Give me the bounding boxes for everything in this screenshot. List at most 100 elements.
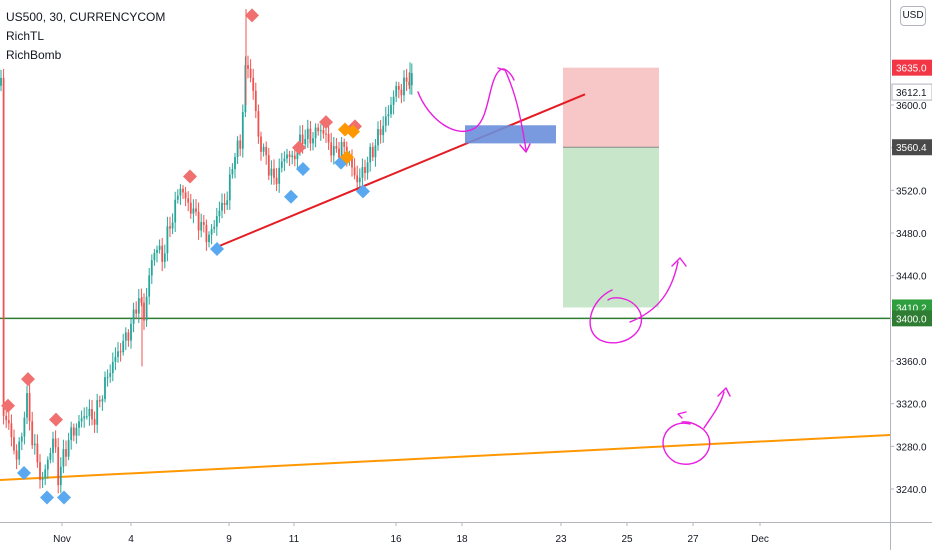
candle-body: [62, 449, 65, 467]
candle-body: [265, 146, 268, 156]
candle-body: [335, 146, 338, 149]
candle-body: [249, 68, 252, 78]
candle-body: [184, 192, 187, 199]
price-label-text: 3400.0: [896, 314, 927, 325]
candle-body: [215, 216, 218, 227]
candle-body: [83, 416, 86, 419]
x-tick-label: 11: [289, 534, 300, 545]
candle-body: [88, 408, 91, 417]
candle-body: [252, 77, 255, 91]
candle-body: [78, 421, 80, 428]
candle-body: [262, 146, 265, 152]
candle-body: [171, 222, 174, 229]
candle-body: [44, 469, 47, 479]
candle-body: [410, 73, 413, 86]
signal-diamond-blue: [17, 466, 31, 480]
candle-body: [358, 177, 361, 183]
price-label-bg: [891, 83, 932, 101]
x-tick-label: 23: [555, 534, 567, 545]
drawing-small-hook: [677, 411, 687, 419]
candle-body: [143, 302, 145, 321]
signal-diamond-blue: [210, 242, 224, 256]
drawing-arrow-down: [497, 67, 531, 153]
candle-body: [158, 245, 161, 250]
price-label-text: 3612.1: [896, 88, 927, 99]
candle-body: [39, 462, 41, 481]
candle-body: [218, 210, 221, 217]
candle-body: [104, 377, 106, 400]
drawing-arrow-up-1: [629, 257, 687, 323]
candle-body: [59, 466, 62, 486]
candle-body: [382, 125, 385, 136]
candle-body: [150, 260, 153, 276]
candle-body: [293, 155, 296, 160]
candle-body: [392, 96, 395, 105]
candle-body: [57, 447, 60, 486]
candle-body: [325, 133, 327, 135]
signal-diamond-blue: [356, 184, 370, 199]
candle-body: [330, 142, 333, 156]
y-tick-label: 3440.0: [896, 272, 927, 283]
candle-body: [197, 211, 200, 231]
candle-body: [28, 393, 31, 422]
candle-body: [379, 129, 382, 136]
candle-body: [20, 436, 23, 442]
red-trendline: [211, 93, 586, 250]
candle-body: [80, 418, 83, 422]
y-tick-label: 3600.0: [896, 101, 927, 112]
candle-body: [166, 226, 169, 254]
candle-body: [26, 393, 28, 418]
candle-body: [72, 427, 75, 436]
indicator-richbomb-label[interactable]: RichBomb: [6, 48, 62, 62]
x-tick-label: 18: [456, 534, 468, 545]
candle-body: [361, 167, 364, 178]
candle-body: [239, 140, 242, 149]
candle-body: [49, 452, 52, 460]
candle-body: [319, 130, 322, 132]
candle-body: [52, 438, 54, 453]
candle-body: [156, 249, 158, 253]
candle-body: [257, 111, 260, 137]
candle-body: [384, 116, 387, 126]
candle-body: [254, 90, 257, 112]
candle-body: [291, 155, 294, 158]
price-label: 3400.0: [892, 310, 932, 327]
signal-diamond-red: [1, 398, 15, 413]
x-tick-label: 27: [687, 534, 699, 545]
candle-body: [93, 419, 96, 425]
candle-body: [340, 141, 343, 158]
symbol-label[interactable]: US500, 30, CURRENCYCOM: [6, 10, 166, 24]
candle-body: [163, 253, 166, 262]
candle-body: [140, 298, 143, 303]
signal-diamond-red: [183, 169, 197, 184]
take-profit-zone: [563, 147, 659, 308]
stop-loss-zone: [563, 67, 659, 148]
candle-body: [231, 169, 234, 175]
candle-body: [200, 222, 203, 231]
price-label: 3635.0: [892, 59, 932, 76]
candle-body: [327, 134, 330, 143]
candle-body: [145, 296, 148, 321]
price-label-bg: [892, 59, 932, 76]
candle-body: [364, 167, 366, 174]
signal-diamond-red: [292, 140, 306, 155]
candle-body: [148, 275, 151, 297]
x-tick-label: 9: [226, 534, 232, 545]
candle-body: [228, 174, 231, 201]
candle-body: [283, 158, 286, 162]
signal-diamond-orange: [346, 124, 360, 139]
candle-body: [135, 309, 138, 314]
y-tick-label: 3280.0: [896, 442, 927, 453]
candle-body: [405, 77, 408, 82]
candle-body: [2, 77, 5, 416]
price-label: 3612.1: [891, 83, 932, 101]
candle-body: [75, 427, 78, 436]
indicator-richtl-label[interactable]: RichTL: [6, 29, 45, 43]
currency-button[interactable]: USD: [900, 6, 926, 26]
candle-body: [286, 154, 288, 159]
candle-body: [85, 416, 88, 418]
y-tick-label: 3520.0: [896, 186, 927, 197]
candle-body: [275, 177, 278, 184]
